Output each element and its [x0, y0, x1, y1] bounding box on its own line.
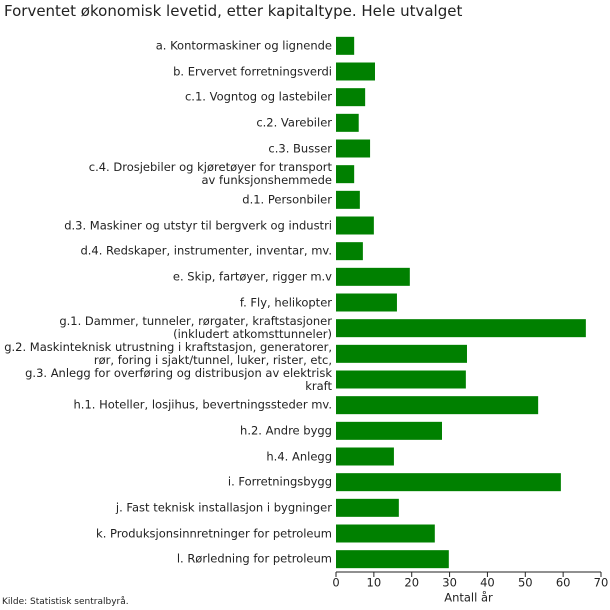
x-tick-label: 60 [556, 576, 571, 590]
bar [336, 88, 366, 107]
bar [336, 216, 374, 235]
y-tick-label: c.1. Vogntog og lastebiler [184, 89, 332, 104]
bar [336, 62, 375, 81]
y-tick-label: j. Fast teknisk installasjon i bygninger [115, 500, 332, 515]
y-tick-label: h.2. Andre bygg [240, 423, 332, 438]
y-tick-label: g.3. Anlegg for overføring og distribusj… [25, 365, 332, 393]
y-tick-label: d.3. Maskiner og utstyr til bergverk og … [64, 218, 332, 232]
bar [336, 498, 399, 517]
chart-title: Forventet økonomisk levetid, etter kapit… [4, 2, 463, 20]
x-tick-label: 40 [480, 576, 495, 590]
y-tick-label: i. Forretningsbygg [227, 474, 332, 489]
x-axis-title: Antall år [444, 591, 493, 605]
x-tick-label: 0 [332, 576, 339, 590]
y-tick-label: g.2. Maskinteknisk utrustning i kraftsta… [4, 339, 332, 367]
y-tick-label: c.2. Varebiler [256, 115, 332, 130]
source: Kilde: Statistisk sentralbyrå. [2, 597, 129, 607]
x-tick-label: 20 [404, 576, 419, 590]
y-tick-label: g.1. Dammer, tunneler, rørgater, kraftst… [59, 314, 332, 342]
bar [336, 473, 561, 492]
y-tick-label: d.1. Personbiler [242, 192, 332, 207]
bar [336, 370, 466, 389]
y-tick-label: d.4. Redskaper, instrumenter, inventar, … [80, 243, 332, 258]
x-tick-label: 10 [367, 576, 382, 590]
x-tick-label: 30 [442, 576, 457, 590]
bar [336, 319, 586, 338]
bar [336, 550, 449, 569]
x-tick-label: 70 [594, 576, 609, 590]
bar [336, 524, 435, 543]
y-tick-label: h.4. Anlegg [266, 449, 332, 463]
bar [336, 190, 360, 209]
bar [336, 36, 355, 55]
bar [336, 113, 359, 132]
y-tick-label: a. Kontormaskiner og lignende [155, 38, 332, 53]
bar [336, 421, 442, 440]
bar [336, 267, 410, 286]
y-tick-label: k. Produksjonsinnretninger for petroleum [96, 526, 332, 540]
y-tick-label: l. Rørledning for petroleum [176, 551, 332, 566]
y-tick-label: e. Skip, fartøyer, rigger m.v [172, 269, 332, 284]
bar [336, 293, 397, 312]
y-tick-label: f. Fly, helikopter [239, 295, 332, 309]
bar [336, 447, 394, 466]
y-tick-label: h.1. Hoteller, losjihus, bevertningssted… [73, 397, 333, 412]
bar [336, 242, 363, 261]
bar [336, 165, 355, 184]
bar [336, 344, 467, 363]
bar [336, 139, 371, 158]
y-tick-label: c.3. Busser [268, 141, 332, 155]
x-tick-label: 50 [518, 576, 533, 590]
y-tick-label: b. Ervervet forretningsverdi [173, 64, 332, 78]
y-tick-label: c.4. Drosjebiler og kjøretøyer for trans… [88, 160, 332, 188]
bar [336, 396, 539, 415]
